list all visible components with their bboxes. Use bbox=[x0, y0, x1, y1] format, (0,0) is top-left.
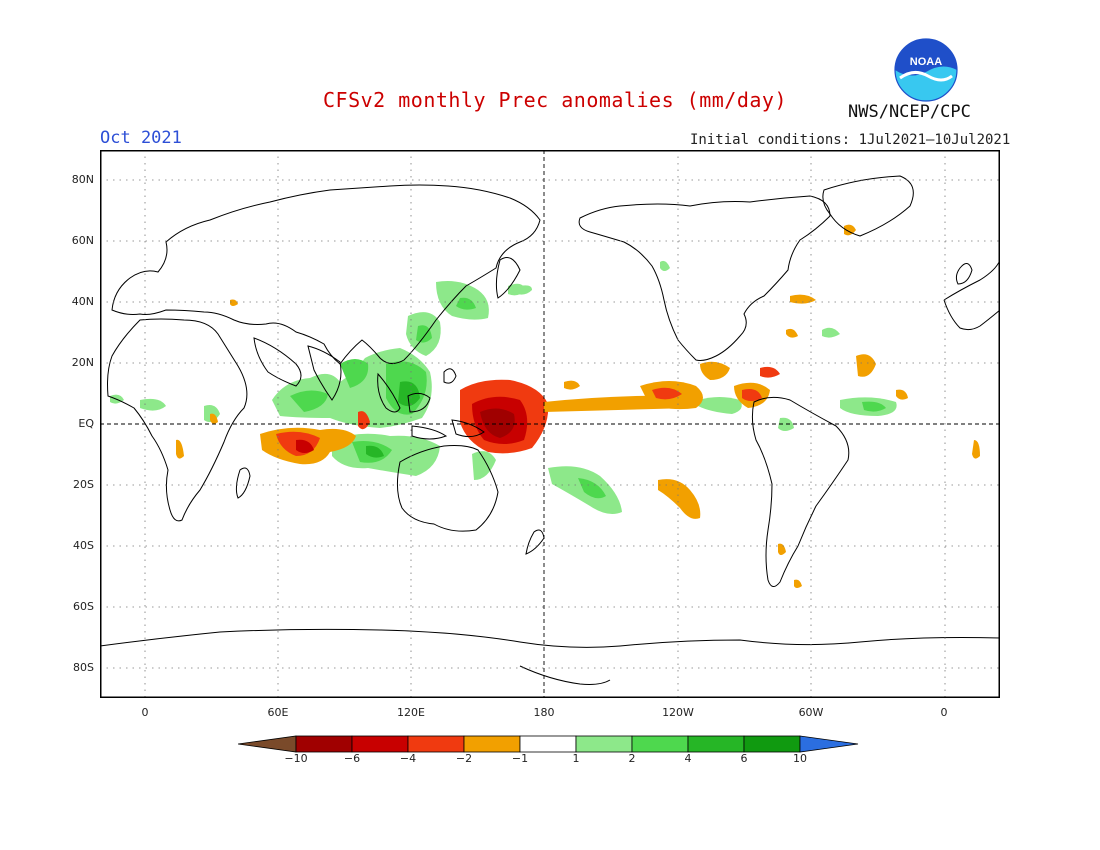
lat-label: 80N bbox=[71, 173, 94, 186]
lat-label: 60N bbox=[71, 234, 94, 247]
map-frame bbox=[100, 150, 1000, 698]
anomaly-map bbox=[100, 150, 1000, 698]
lon-label: 120W bbox=[662, 706, 694, 719]
anomaly-fields bbox=[110, 224, 980, 588]
reference-lines bbox=[100, 150, 1000, 698]
legend-swatch bbox=[407, 735, 465, 753]
legend-swatch bbox=[463, 735, 521, 753]
legend-swatch bbox=[295, 735, 353, 753]
legend-swatch bbox=[351, 735, 409, 753]
lat-label: 20S bbox=[73, 478, 94, 491]
lat-label: 80S bbox=[73, 661, 94, 674]
initial-conditions: Initial conditions: 1Jul2021–10Jul2021 bbox=[690, 132, 1011, 148]
legend-swatch bbox=[631, 735, 689, 753]
legend-swatch bbox=[575, 735, 633, 753]
legend-label: 2 bbox=[628, 752, 636, 765]
forecast-month: Oct 2021 bbox=[100, 128, 182, 148]
lat-label: 20N bbox=[71, 356, 94, 369]
lon-label: 0 bbox=[940, 706, 948, 719]
legend-label: 1 bbox=[572, 752, 580, 765]
color-legend bbox=[238, 735, 859, 753]
legend-label: −4 bbox=[399, 752, 417, 765]
lat-label: 40S bbox=[73, 539, 94, 552]
chart-title: CFSv2 monthly Prec anomalies (mm/day) bbox=[322, 88, 788, 112]
lat-label: 60S bbox=[73, 600, 94, 613]
agency-label: NWS/NCEP/CPC bbox=[848, 102, 971, 122]
legend-label: 6 bbox=[740, 752, 748, 765]
legend-label: −10 bbox=[284, 752, 308, 765]
legend-swatch bbox=[687, 735, 745, 753]
lon-label: 0 bbox=[141, 706, 149, 719]
legend-arrow-low bbox=[238, 735, 297, 753]
legend-label: −2 bbox=[455, 752, 473, 765]
legend-label: −6 bbox=[343, 752, 361, 765]
lat-label: EQ bbox=[78, 417, 94, 430]
lon-label: 60W bbox=[798, 706, 824, 719]
legend-swatch bbox=[519, 735, 577, 753]
legend-label: 10 bbox=[793, 752, 807, 765]
legend-arrow-high bbox=[799, 735, 859, 753]
legend-label: −1 bbox=[511, 752, 529, 765]
grid-lines bbox=[100, 150, 1000, 698]
lon-label: 180 bbox=[533, 706, 555, 719]
noaa-logo-text: NOAA bbox=[910, 56, 942, 68]
noaa-logo: NOAA bbox=[894, 38, 958, 102]
legend-swatch bbox=[743, 735, 801, 753]
legend-label: 4 bbox=[684, 752, 692, 765]
lat-label: 40N bbox=[71, 295, 94, 308]
lon-label: 120E bbox=[397, 706, 425, 719]
lon-label: 60E bbox=[267, 706, 289, 719]
